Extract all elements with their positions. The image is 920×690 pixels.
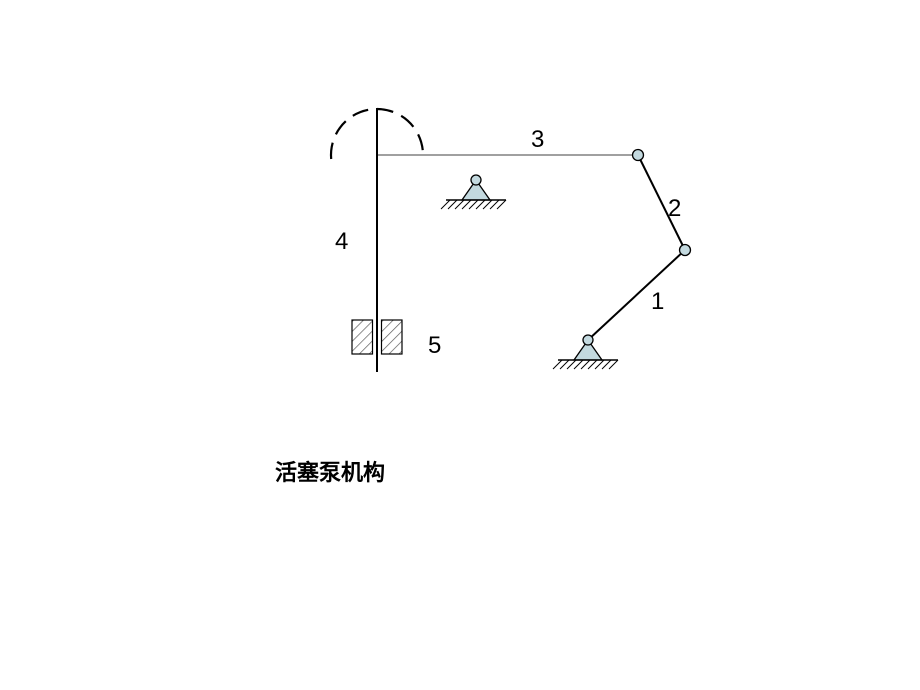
diagram-svg (0, 0, 920, 690)
label-1: 1 (651, 288, 664, 316)
label-3: 3 (531, 126, 544, 154)
label-2: 2 (668, 195, 681, 223)
label-5: 5 (428, 332, 441, 360)
label-4: 4 (335, 228, 348, 256)
diagram-canvas: 1 2 3 4 5 活塞泵机构 (0, 0, 920, 690)
diagram-title: 活塞泵机构 (275, 455, 385, 487)
